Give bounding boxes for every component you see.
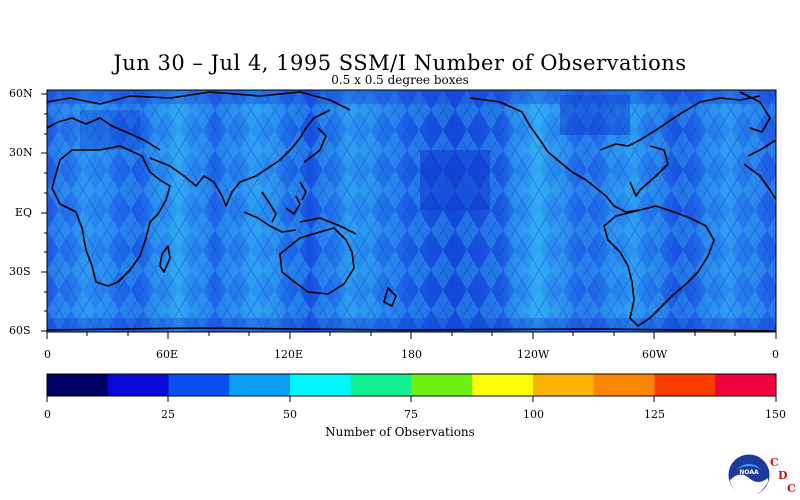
lat-label-30n: 30N <box>9 146 33 159</box>
logo-letter-c1: C <box>770 456 779 469</box>
map-subtitle: 0.5 x 0.5 degree boxes <box>331 73 469 87</box>
lon-label-60w: 60W <box>642 348 668 361</box>
lon-label-0-east: 0 <box>772 348 779 361</box>
colorbar-tick-125: 125 <box>644 408 665 421</box>
noaa-emblem-text: NOAA <box>739 469 759 476</box>
noaa-cdc-logo: NOAA C D C <box>727 453 796 497</box>
longitude-ticks <box>46 332 777 339</box>
colorbar-tick-150: 150 <box>765 408 786 421</box>
latitude-ticks <box>41 93 47 332</box>
colorbar-tick-0: 0 <box>44 408 51 421</box>
colorbar-cell-5 <box>350 374 412 396</box>
colorbar-cell-10 <box>654 374 716 396</box>
colorbar-cell-7 <box>472 374 534 396</box>
lat-label-30s: 30S <box>9 265 31 278</box>
logo-letter-d: D <box>778 469 788 482</box>
lon-label-180: 180 <box>401 348 422 361</box>
colorbar-cell-11 <box>715 374 777 396</box>
lat-label-eq: EQ <box>15 206 33 219</box>
colorbar-tick-25: 25 <box>161 408 175 421</box>
colorbar-tick-100: 100 <box>523 408 544 421</box>
colorbar-cell-2 <box>168 374 230 396</box>
colorbar-title: Number of Observations <box>325 425 475 439</box>
colorbar-cell-3 <box>229 374 291 396</box>
colorbar-cell-6 <box>411 374 473 396</box>
colorbar-cell-4 <box>290 374 352 396</box>
map-title: Jun 30 – Jul 4, 1995 SSM/I Number of Obs… <box>113 51 687 75</box>
lon-label-0: 0 <box>44 348 51 361</box>
lon-label-60e: 60E <box>156 348 179 361</box>
colorbar-cell-8 <box>533 374 595 396</box>
logo-letter-c2: C <box>787 482 796 495</box>
observation-field <box>47 90 776 332</box>
colorbar-tick-75: 75 <box>404 408 418 421</box>
lat-label-60n: 60N <box>9 87 33 100</box>
lon-label-120e: 120E <box>274 348 304 361</box>
colorbar-cell-1 <box>107 374 169 396</box>
colorbar-cell-0 <box>47 374 109 396</box>
lon-label-120w: 120W <box>517 348 550 361</box>
colorbar-cell-9 <box>593 374 655 396</box>
colorbar-tick-50: 50 <box>283 408 297 421</box>
coastlines <box>47 91 776 332</box>
colorbar <box>46 373 777 402</box>
lat-label-60s: 60S <box>9 324 31 337</box>
